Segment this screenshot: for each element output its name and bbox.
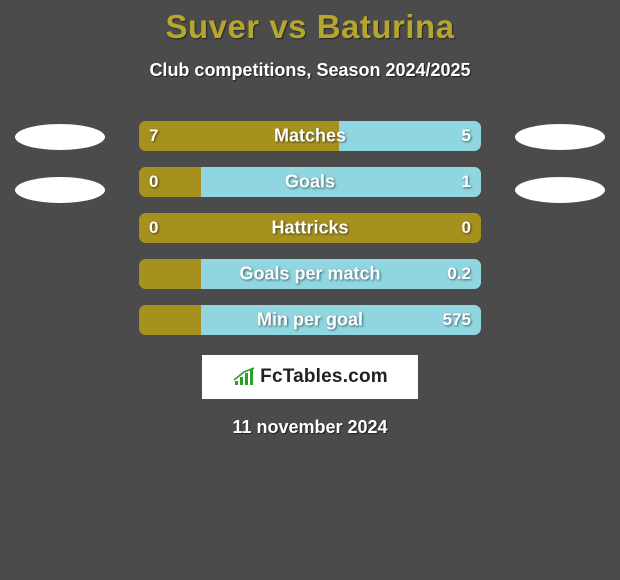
page-subtitle: Club competitions, Season 2024/2025 — [0, 60, 620, 81]
comparison-row: Goals per match 0.2 — [139, 259, 481, 289]
bar-value-left: 0 — [149, 218, 158, 238]
bar-track: Hattricks 0 0 — [139, 213, 481, 243]
comparison-infographic: Suver vs Baturina Club competitions, Sea… — [0, 0, 620, 580]
bar-label: Min per goal — [257, 310, 363, 331]
bar-value-right: 0 — [462, 218, 471, 238]
bar-fill-right — [201, 167, 481, 197]
avatar-placeholder — [515, 124, 605, 150]
comparison-row: Hattricks 0 0 — [139, 213, 481, 243]
bar-track: Matches 7 5 — [139, 121, 481, 151]
bar-value-left: 0 — [149, 172, 158, 192]
comparison-row: Matches 7 5 — [139, 121, 481, 151]
chart-icon — [232, 367, 258, 387]
footer-date: 11 november 2024 — [0, 417, 620, 438]
comparison-row: Goals 0 1 — [139, 167, 481, 197]
avatar-placeholder — [515, 177, 605, 203]
bar-track: Min per goal 575 — [139, 305, 481, 335]
avatar-placeholder — [15, 177, 105, 203]
bar-value-right: 5 — [462, 126, 471, 146]
bar-fill-left — [139, 259, 201, 289]
bar-value-right: 0.2 — [447, 264, 471, 284]
brand-text: FcTables.com — [260, 366, 388, 388]
bar-fill-left — [139, 305, 201, 335]
bar-label: Goals per match — [239, 264, 380, 285]
comparison-row: Min per goal 575 — [139, 305, 481, 335]
page-title: Suver vs Baturina — [0, 0, 620, 46]
bar-track: Goals per match 0.2 — [139, 259, 481, 289]
chart-area: Matches 7 5 Goals 0 1 Hattricks 0 0 Goals per mat… — [0, 121, 620, 335]
bar-fill-right — [339, 121, 482, 151]
comparison-rows: Matches 7 5 Goals 0 1 Hattricks 0 0 Goals per mat… — [0, 121, 620, 335]
bar-value-left: 7 — [149, 126, 158, 146]
bar-label: Hattricks — [271, 218, 348, 239]
bar-track: Goals 0 1 — [139, 167, 481, 197]
brand-badge: FcTables.com — [202, 355, 418, 399]
bar-value-right: 1 — [462, 172, 471, 192]
bar-label: Goals — [285, 172, 335, 193]
avatar-placeholder — [15, 124, 105, 150]
bar-label: Matches — [274, 126, 346, 147]
bar-value-right: 575 — [443, 310, 471, 330]
